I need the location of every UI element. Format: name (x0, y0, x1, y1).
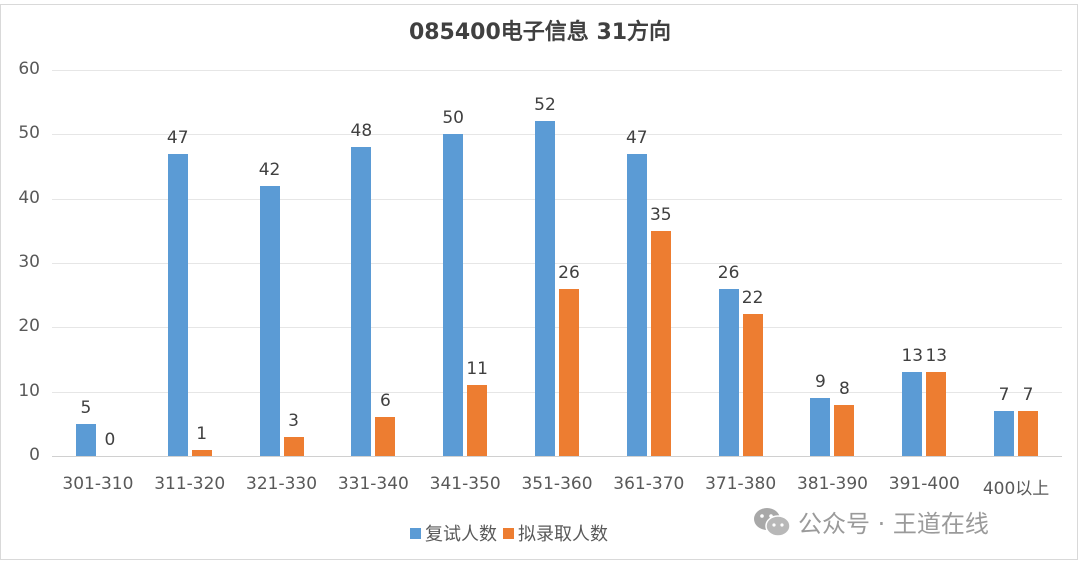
data-label: 7 (998, 384, 1010, 405)
x-tick-label: 311-320 (154, 474, 226, 494)
data-label: 48 (350, 121, 373, 142)
data-label: 47 (625, 127, 648, 148)
bar-admitted (926, 372, 947, 456)
legend-swatch-blue (410, 527, 421, 539)
legend: 复试人数 拟录取人数 (410, 520, 608, 546)
legend-swatch-orange (503, 527, 514, 539)
bar-admitted (650, 230, 671, 456)
data-label: 26 (717, 262, 740, 283)
bar-admitted (375, 417, 396, 456)
data-label: 5 (80, 397, 92, 418)
data-label: 47 (166, 127, 189, 148)
y-tick-label: 50 (18, 123, 40, 144)
gridline (52, 456, 1062, 457)
gridline (52, 134, 1062, 136)
bar-admitted (467, 385, 488, 456)
bar-admitted (559, 288, 579, 456)
x-tick-label: 351-360 (521, 474, 593, 494)
data-label: 1 (196, 423, 208, 444)
data-label: 35 (649, 204, 672, 225)
data-label: 8 (839, 378, 850, 399)
y-tick-label: 0 (29, 445, 40, 465)
data-label: 11 (466, 359, 488, 380)
bar-retest (351, 147, 372, 456)
data-label: 13 (901, 346, 924, 367)
bar-retest (75, 423, 96, 456)
bar-retest (626, 153, 647, 456)
data-label: 22 (741, 288, 764, 309)
x-tick-label: 361-370 (613, 474, 685, 494)
y-tick-label: 40 (18, 187, 40, 208)
gridline (52, 327, 1062, 329)
bar-admitted (742, 314, 763, 456)
bar-retest (167, 153, 188, 456)
chart-frame (0, 4, 1078, 560)
x-tick-label: 371-380 (705, 474, 777, 494)
data-label: 0 (104, 430, 116, 450)
x-tick-label: 321-330 (246, 474, 318, 494)
x-tick-label: 381-390 (796, 474, 868, 494)
plot-area: 5 0 47 1 42 3 48 6 50 11 52 26 47 35 26 22 9 8 13 13 7 7 (52, 70, 1062, 457)
gridline (52, 198, 1062, 200)
bar-retest (259, 185, 280, 456)
data-label: 13 (925, 346, 948, 367)
x-tick-label: 400以上 (982, 479, 1050, 499)
data-label: 42 (258, 159, 281, 180)
bar-admitted (1018, 410, 1039, 456)
bar-admitted (283, 436, 304, 456)
bar-retest (902, 372, 923, 456)
legend-label-retest: 复试人数 (425, 524, 497, 545)
x-tick-label: 301-310 (62, 474, 134, 494)
data-label: 52 (534, 95, 556, 116)
bar-retest (443, 134, 464, 456)
data-label: 6 (379, 391, 391, 412)
data-label: 26 (558, 262, 580, 283)
watermark: 公众号 · 王道在线 (752, 504, 989, 539)
wechat-icon (754, 507, 791, 537)
chart-title: 085400电子信息 31方向 (408, 20, 672, 45)
legend-label-admitted: 拟录取人数 (518, 524, 608, 545)
bar-retest (535, 121, 555, 456)
data-label: 7 (1022, 384, 1034, 405)
watermark-text: 公众号 · 王道在线 (798, 510, 989, 538)
gridline (52, 263, 1062, 264)
x-tick-label: 391-400 (888, 474, 960, 494)
x-tick-label: 331-340 (337, 474, 409, 494)
gridline (52, 391, 1062, 393)
y-tick-label: 20 (18, 316, 40, 337)
bar-retest (810, 398, 831, 456)
y-tick-label: 30 (18, 252, 40, 272)
x-tick-label: 341-350 (429, 474, 501, 494)
bar-admitted (834, 404, 855, 456)
gridline (52, 70, 1062, 71)
bar-admitted (191, 449, 212, 456)
data-label: 3 (288, 410, 299, 431)
y-tick-label: 10 (18, 380, 40, 401)
y-tick-label: 60 (18, 59, 40, 79)
data-label: 9 (815, 372, 826, 393)
bar-retest (718, 288, 739, 456)
bar-retest (994, 410, 1015, 456)
data-label: 50 (442, 108, 464, 129)
